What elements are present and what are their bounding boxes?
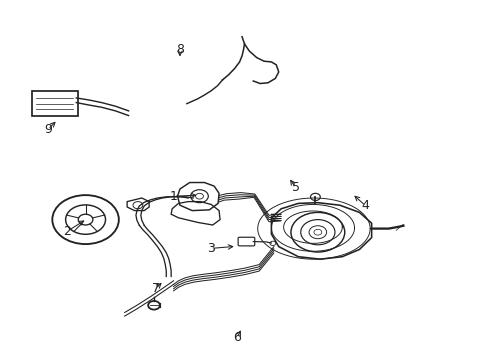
Text: 1: 1: [169, 190, 177, 203]
Text: 7: 7: [151, 282, 159, 295]
Text: 8: 8: [176, 43, 183, 56]
Text: 5: 5: [291, 181, 299, 194]
Text: 3: 3: [207, 242, 215, 255]
Text: 6: 6: [233, 331, 241, 344]
Text: 9: 9: [44, 123, 52, 136]
Text: 4: 4: [361, 199, 369, 212]
Text: 2: 2: [63, 225, 71, 238]
